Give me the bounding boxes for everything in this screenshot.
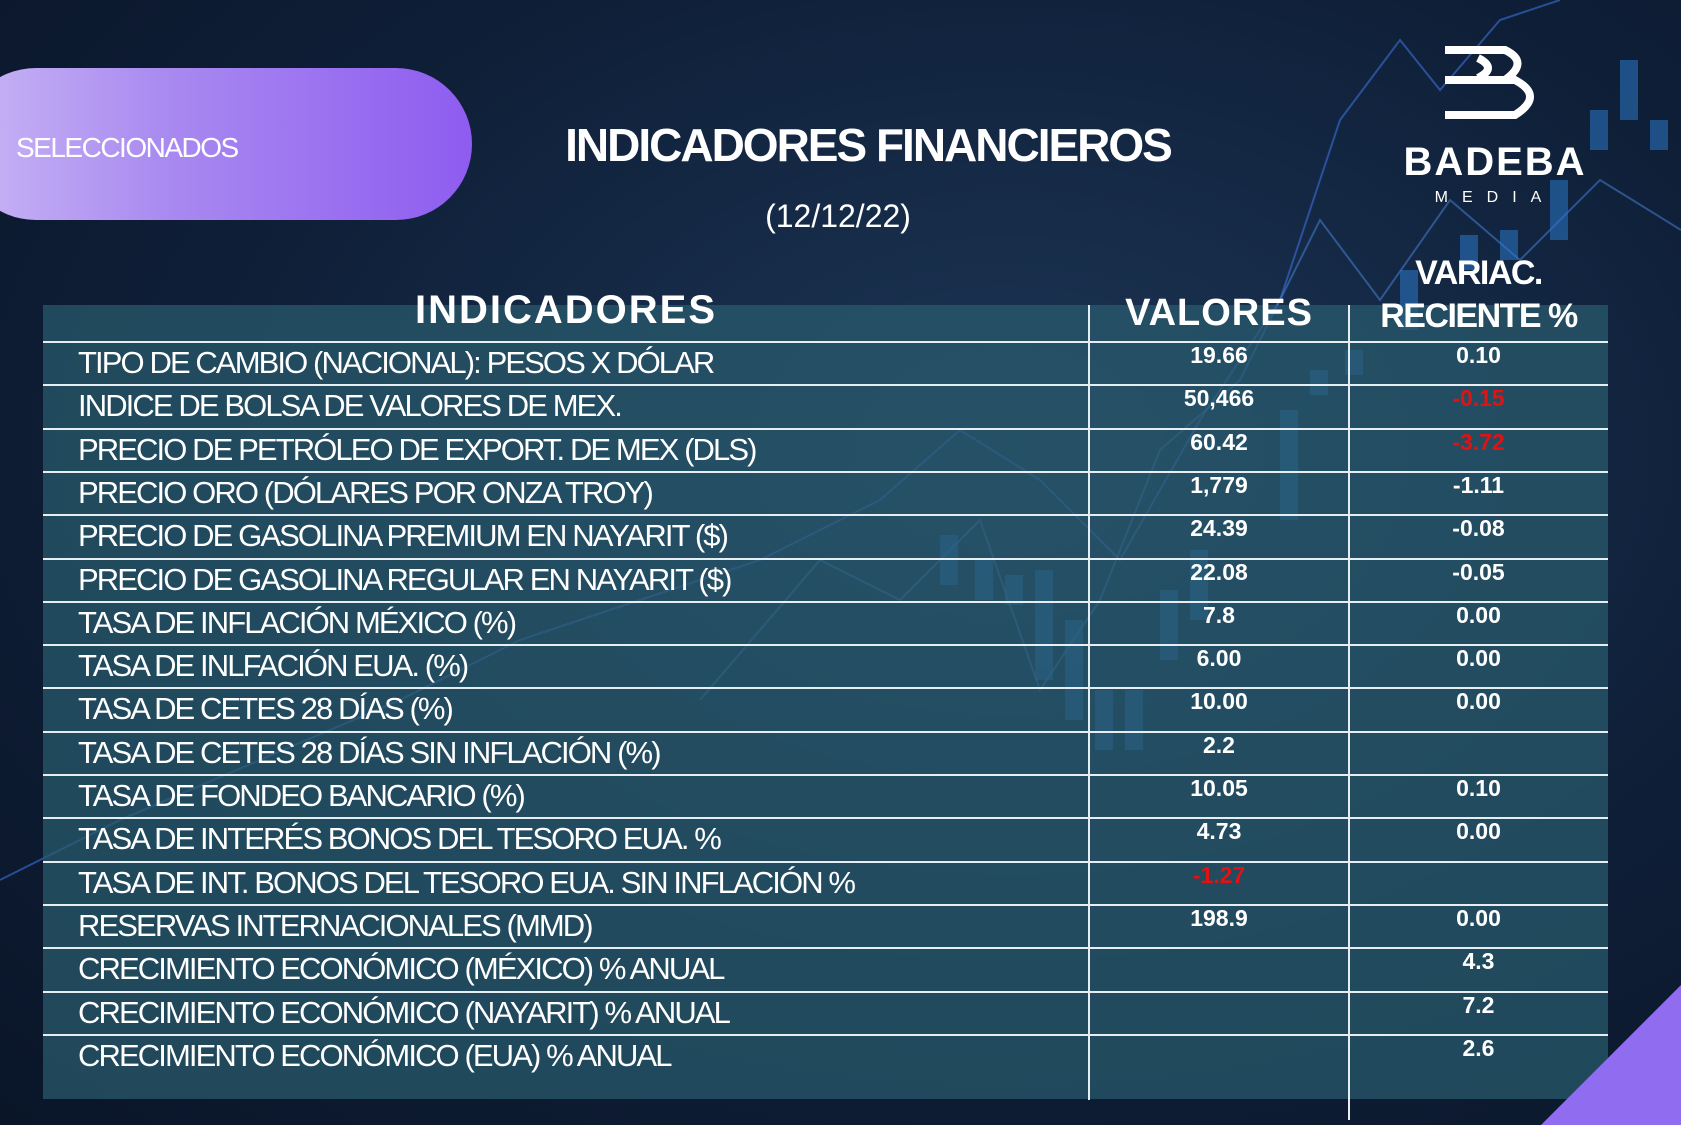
indicator-label: TASA DE INLFACIÓN EUA. (%)	[78, 648, 469, 684]
indicator-variation: 0.10	[1456, 775, 1501, 801]
indicator-variation: -1.11	[1452, 471, 1505, 498]
corner-decoration	[1541, 985, 1681, 1125]
row-divider	[43, 427, 1608, 430]
indicator-value: 60.42	[1190, 428, 1248, 455]
row-divider	[43, 1033, 1608, 1036]
indicator-label: PRECIO DE GASOLINA REGULAR EN NAYARIT ($…	[78, 561, 732, 597]
row-divider	[43, 514, 1608, 517]
indicator-label: TASA DE INTERÉS BONOS DEL TESORO EUA. %	[78, 821, 722, 857]
row-divider	[43, 644, 1608, 647]
indicator-label: TIPO DE CAMBIO (NACIONAL): PESOS X DÓLAR	[78, 345, 715, 380]
indicator-variation: -0.08	[1452, 515, 1505, 542]
indicator-label: TASA DE INT. BONOS DEL TESORO EUA. SIN I…	[78, 864, 856, 900]
indicator-value: 10.05	[1190, 775, 1248, 801]
indicator-label: TASA DE CETES 28 DÍAS (%)	[78, 691, 454, 727]
row-divider	[43, 860, 1608, 863]
indicator-label: RESERVAS INTERNACIONALES (MMD)	[78, 907, 594, 943]
indicator-value: 50,466	[1183, 385, 1255, 412]
indicator-variation: 0.00	[1456, 601, 1501, 628]
indicator-label: CRECIMIENTO ECONÓMICO (EUA) % ANUAL	[78, 1037, 673, 1073]
date: (12/12/22)	[765, 198, 911, 234]
indicator-value: 10.00	[1190, 688, 1248, 715]
row-divider	[43, 384, 1608, 387]
indicator-label: TASA DE CETES 28 DÍAS SIN INFLACIÓN (%)	[78, 734, 662, 770]
indicator-value: 19.66	[1190, 342, 1248, 368]
indicator-variation: 0.00	[1456, 818, 1501, 845]
row-divider	[43, 341, 1608, 343]
indicator-variation: -3.72	[1452, 428, 1505, 455]
row-divider	[43, 470, 1608, 473]
indicator-label: INDICE DE BOLSA DE VALORES DE MEX.	[78, 388, 623, 424]
indicator-variation: 0.00	[1456, 688, 1501, 715]
indicator-value: 4.73	[1196, 818, 1242, 845]
column-header: VALORES	[1125, 292, 1313, 334]
indicator-variation: 0.00	[1456, 904, 1501, 931]
row-divider	[43, 990, 1608, 993]
indicator-label: PRECIO ORO (DÓLARES POR ONZA TROY)	[78, 474, 654, 510]
indicator-value: 7.8	[1203, 601, 1235, 628]
indicator-value: 22.08	[1190, 558, 1248, 585]
title: INDICADORES FINANCIEROS	[565, 119, 1173, 171]
row-divider	[43, 817, 1608, 820]
column-header: VARIAC. RECIENTE %	[1349, 252, 1608, 338]
column-header-line: VARIAC.	[1415, 254, 1543, 292]
indicator-variation: 0.10	[1456, 342, 1501, 368]
tag-pill	[0, 68, 472, 220]
indicator-variation: -0.05	[1452, 558, 1505, 585]
row-divider	[43, 687, 1608, 690]
indicator-value: 2.2	[1203, 731, 1235, 758]
column-divider	[1088, 305, 1090, 1100]
indicator-variation: 0.00	[1456, 645, 1501, 672]
indicator-value: 198.9	[1190, 904, 1248, 931]
indicator-variation: 4.3	[1462, 948, 1495, 975]
indicator-value: -1.27	[1192, 861, 1246, 888]
indicator-label: TASA DE INFLACIÓN MÉXICO (%)	[78, 604, 517, 640]
table	[43, 305, 1608, 1099]
row-divider	[43, 600, 1608, 603]
indicator-variation: 7.2	[1462, 991, 1495, 1018]
indicator-label: PRECIO DE PETRÓLEO DE EXPORT. DE MEX (DL…	[78, 431, 757, 467]
indicator-label: PRECIO DE GASOLINA PREMIUM EN NAYARIT ($…	[78, 518, 729, 554]
row-divider	[43, 730, 1608, 733]
logo-sub: MEDIA	[1434, 189, 1556, 206]
indicator-label: CRECIMIENTO ECONÓMICO (MÉXICO) % ANUAL	[78, 951, 725, 987]
column-header-line: RECIENTE %	[1380, 297, 1578, 335]
indicator-value: 1,779	[1190, 471, 1248, 498]
column-header: INDICADORES	[414, 288, 718, 332]
row-divider	[43, 947, 1608, 950]
indicator-label: CRECIMIENTO ECONÓMICO (NAYARIT) % ANUAL	[78, 994, 731, 1030]
row-divider	[43, 903, 1608, 906]
indicator-value: 24.39	[1190, 515, 1248, 542]
indicator-value: 6.00	[1196, 645, 1242, 672]
column-divider	[1348, 305, 1350, 1120]
indicator-variation: 2.6	[1462, 1034, 1495, 1061]
logo-name: BADEBA	[1403, 140, 1587, 184]
row-divider	[43, 774, 1608, 776]
tag-text: SELECCIONADOS	[16, 132, 239, 163]
indicator-label: TASA DE FONDEO BANCARIO (%)	[78, 778, 526, 813]
indicator-variation: -0.15	[1452, 385, 1505, 412]
row-divider	[43, 557, 1608, 560]
